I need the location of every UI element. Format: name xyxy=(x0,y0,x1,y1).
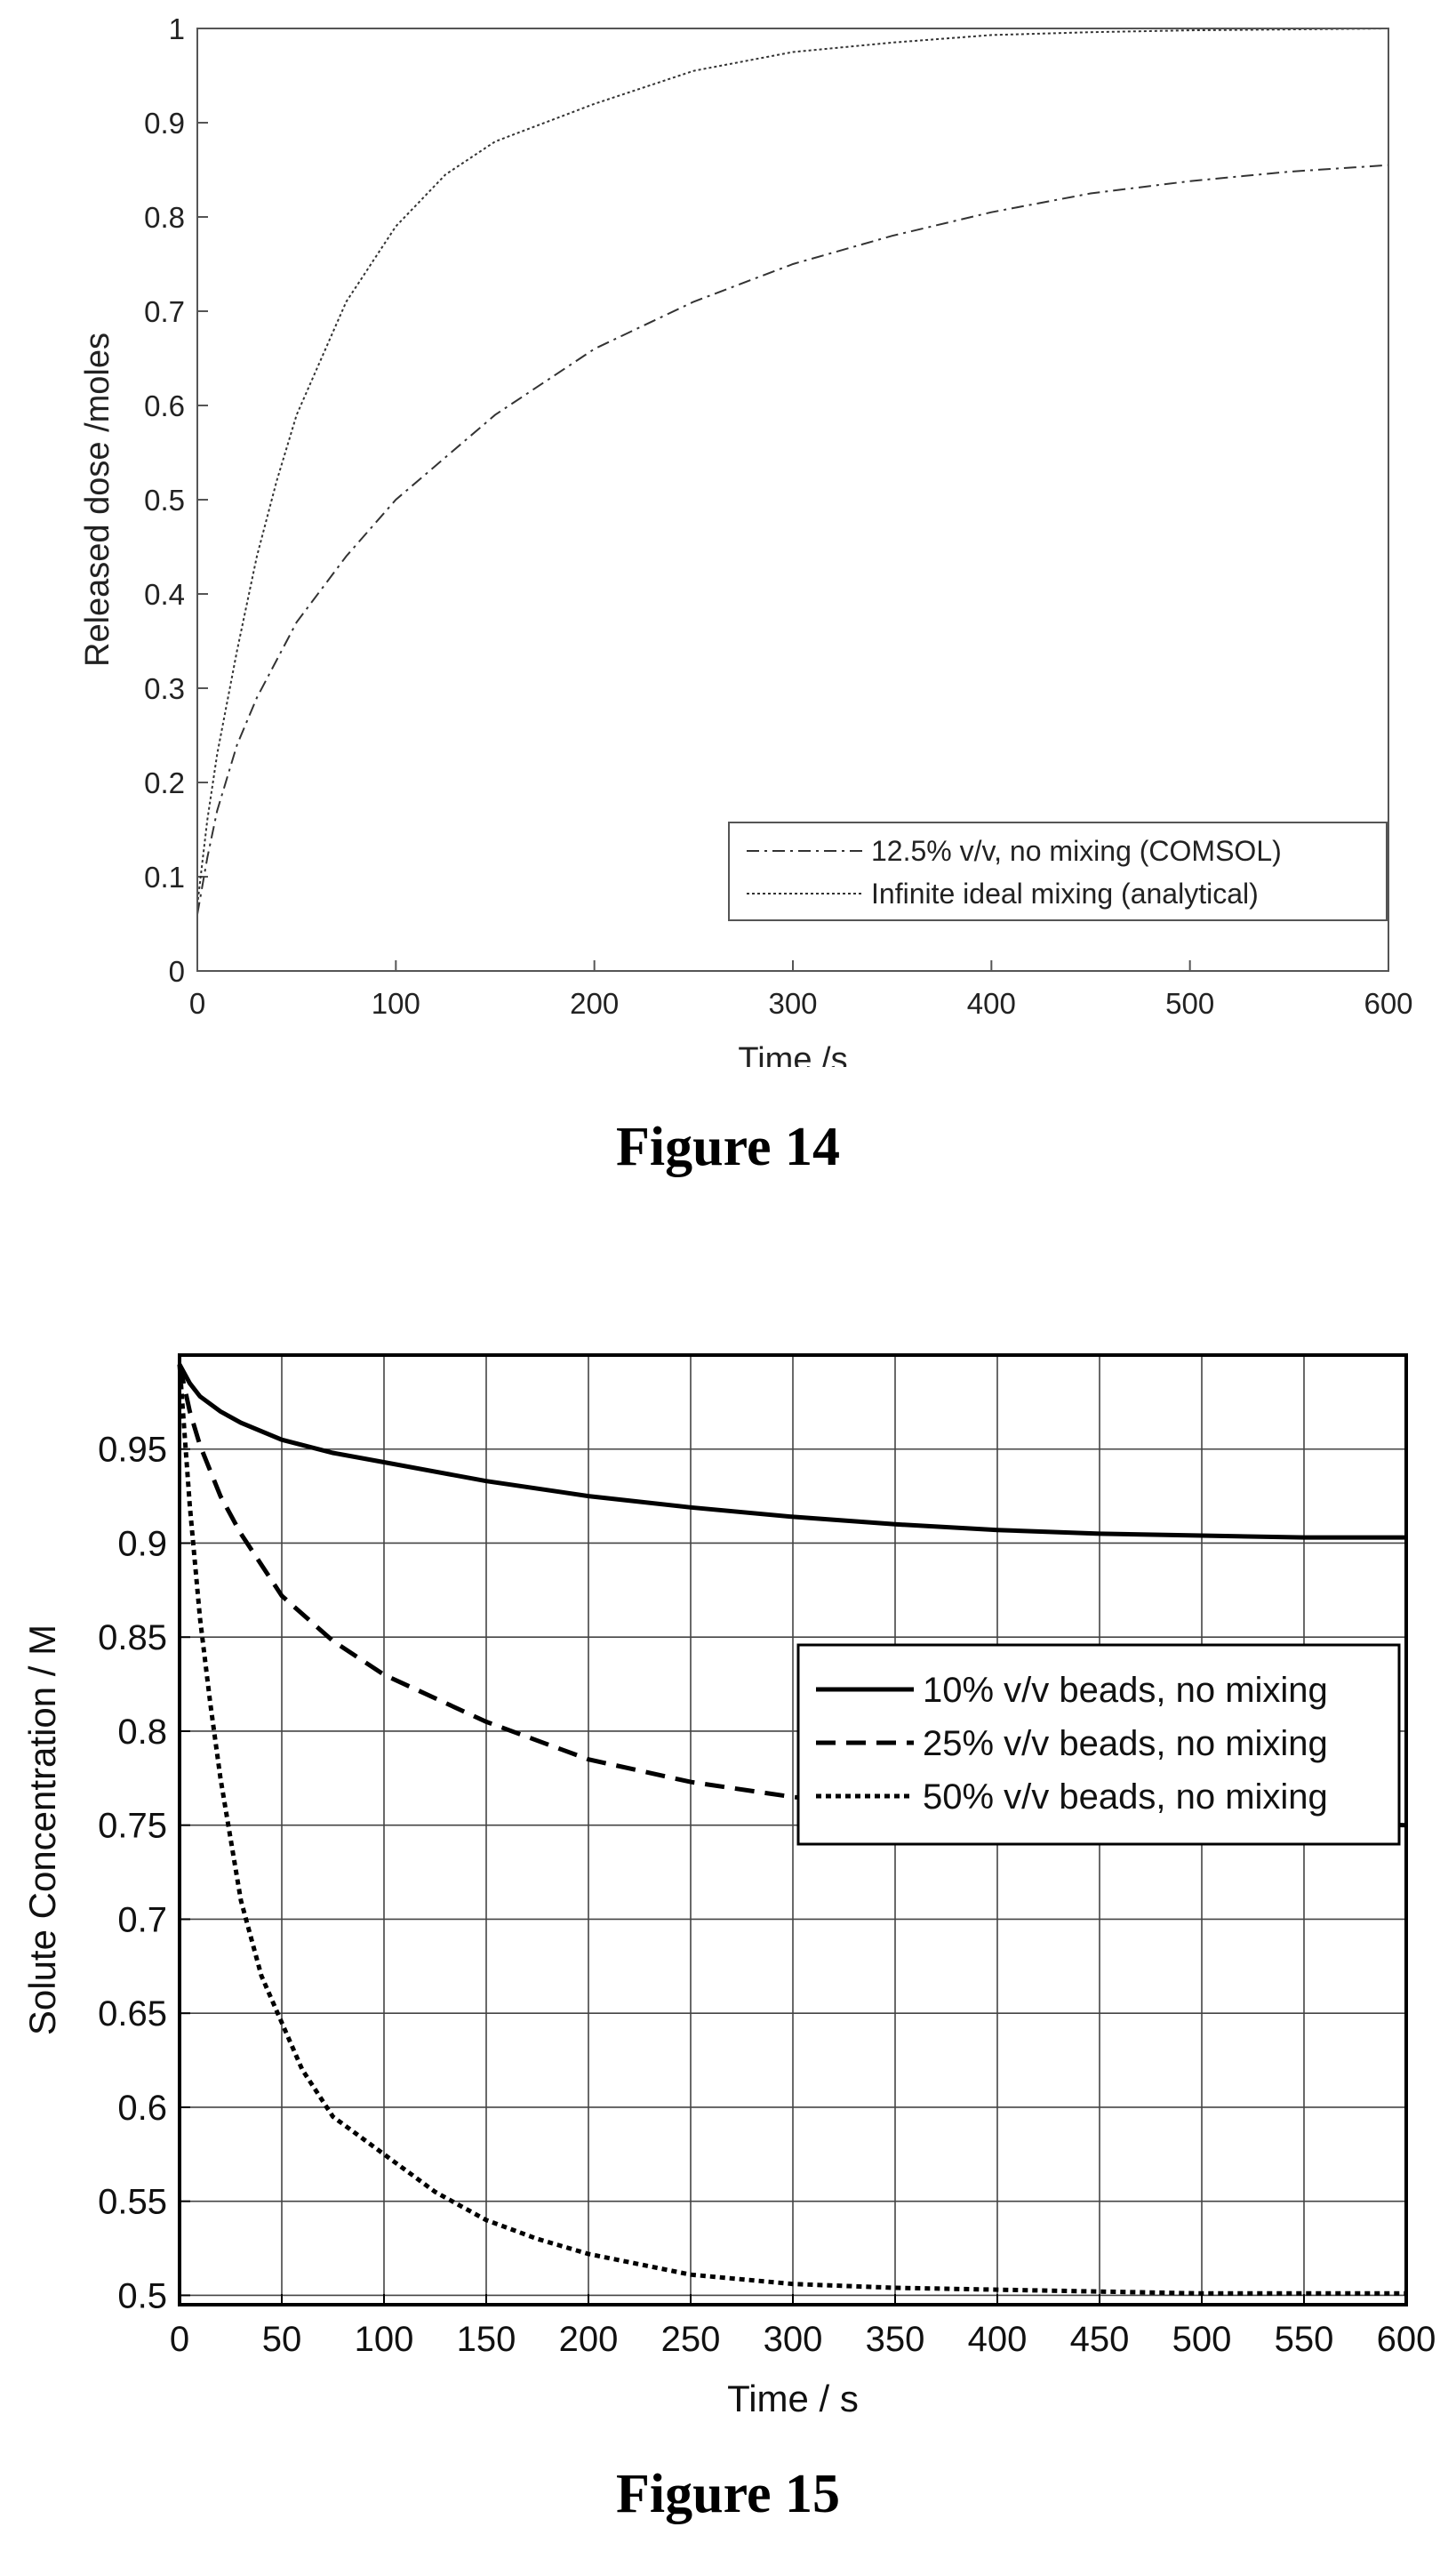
y-tick-label: 0.1 xyxy=(144,861,185,894)
x-tick-label: 250 xyxy=(661,2320,721,2359)
y-tick-label: 0.65 xyxy=(98,1994,167,2034)
y-tick-label: 0.7 xyxy=(117,1900,167,1939)
plot-frame xyxy=(178,1353,1408,2306)
figure-15: 0 50 100 150 200 250 300 350 400 450 500 550 600 0.5 0… xyxy=(0,1298,1456,2507)
y-tick-label: 0.6 xyxy=(144,389,185,422)
x-tick-label: 200 xyxy=(570,987,619,1020)
figure-14-caption: Figure 14 xyxy=(616,1117,840,1177)
legend-entry-3: 50% v/v beads, no mixing xyxy=(923,1777,1328,1817)
series-line-3 xyxy=(177,1364,1406,2296)
legend-entry-1: 12.5% v/v, no mixing (COMSOL) xyxy=(871,835,1282,867)
y-tick-label: 0.9 xyxy=(117,1524,167,1563)
y-axis-label: Solute Concentration / M xyxy=(21,1624,63,2035)
x-tick-label: 0 xyxy=(189,987,205,1020)
plot-frame xyxy=(196,28,1389,972)
y-tick-label: 0.55 xyxy=(98,2183,167,2222)
y-tick-label: 0.85 xyxy=(98,1618,167,1657)
y-tick-label: 0.3 xyxy=(144,672,185,705)
x-tick-label: 500 xyxy=(1165,987,1214,1020)
figure-14: 0 100 200 300 400 500 600 0 0.1 0.2 0.3 0.4 0.5 0.6 0.… xyxy=(0,0,1456,1067)
x-axis-label: Time / s xyxy=(727,2378,859,2419)
y-tick-label: 0 xyxy=(169,955,185,988)
x-tick-label: 100 xyxy=(372,987,420,1020)
y-tick-label: 0.5 xyxy=(144,484,185,517)
y-tick-label: 1 xyxy=(169,12,185,45)
y-axis-label: Released dose /moles xyxy=(79,333,116,667)
y-tick-label: 0.8 xyxy=(117,1713,167,1752)
legend-entry-1: 10% v/v beads, no mixing xyxy=(923,1671,1328,1710)
legend-box xyxy=(796,1643,1401,1846)
legend-entry-2: 25% v/v beads, no mixing xyxy=(923,1724,1328,1763)
x-tick-label: 150 xyxy=(457,2320,516,2359)
figure-15-chart: 0 50 100 150 200 250 300 350 400 450 500 550 600 0.5 0… xyxy=(21,1353,1436,2419)
series-line-2 xyxy=(177,1364,1407,1828)
x-tick-label: 300 xyxy=(768,987,817,1020)
y-tick-label: 0.95 xyxy=(98,1431,167,1470)
y-tick-label: 0.8 xyxy=(144,201,185,234)
series-line-1 xyxy=(177,1363,1406,1540)
series-line-2 xyxy=(196,28,1389,905)
x-axis-label: Time /s xyxy=(738,1041,847,1067)
x-tick-label: 300 xyxy=(764,2320,823,2359)
x-tick-label: 550 xyxy=(1275,2320,1334,2359)
x-tick-label: 600 xyxy=(1364,987,1412,1020)
x-tick-label: 400 xyxy=(968,2320,1028,2359)
figure-15-caption: Figure 15 xyxy=(616,2464,840,2524)
legend-entry-2: Infinite ideal mixing (analytical) xyxy=(871,878,1259,910)
x-tick-label: 600 xyxy=(1377,2320,1436,2359)
y-tick-label: 0.2 xyxy=(144,766,185,799)
y-tick-label: 0.6 xyxy=(117,2089,167,2128)
y-tick-label: 0.75 xyxy=(98,1807,167,1846)
y-tick-label: 0.4 xyxy=(144,578,185,611)
x-tick-label: 0 xyxy=(170,2320,189,2359)
y-tick-label: 0.7 xyxy=(144,295,185,328)
x-tick-label: 50 xyxy=(262,2320,302,2359)
figure-14-chart: 0 100 200 300 400 500 600 0 0.1 0.2 0.3 0.4 0.5 0.6 0.… xyxy=(79,12,1413,1067)
legend-box xyxy=(728,822,1388,921)
x-tick-label: 450 xyxy=(1070,2320,1130,2359)
series-line-1 xyxy=(196,164,1389,915)
y-tick-label: 0.5 xyxy=(117,2276,167,2315)
x-tick-label: 350 xyxy=(866,2320,925,2359)
x-tick-label: 100 xyxy=(355,2320,414,2359)
x-tick-label: 400 xyxy=(967,987,1016,1020)
y-tick-label: 0.9 xyxy=(144,107,185,140)
x-tick-label: 200 xyxy=(559,2320,619,2359)
x-tick-label: 500 xyxy=(1172,2320,1232,2359)
